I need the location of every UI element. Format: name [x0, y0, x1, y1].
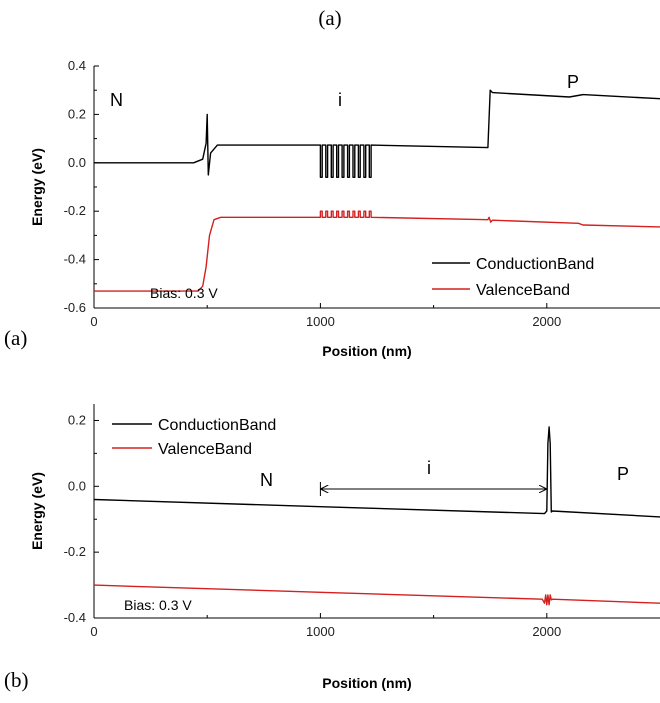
panel-b-x-tick-label: 2000	[532, 624, 561, 639]
panel-a-y-tick-label: 0.2	[68, 106, 86, 121]
panel-a-label: (a)	[4, 326, 28, 350]
panel-a-legend-label: ValenceBand	[476, 282, 570, 299]
panel-b-y-tick-label: 0.0	[68, 478, 86, 493]
panel-a-y-tick-label: 0.0	[68, 155, 86, 170]
panel-b-y-tick-label: 0.2	[68, 412, 86, 427]
panel-a-x-axis-title: Position (nm)	[322, 343, 411, 359]
panel-a-region-i-label: i	[338, 90, 342, 110]
panel-a-x-tick-label: 2000	[532, 314, 561, 329]
panel-b-legend-label: ConductionBand	[158, 417, 276, 434]
panel-b-label: (b)	[4, 668, 29, 692]
panel-b-legend-label: ValenceBand	[158, 441, 252, 458]
panel-a-series-valence-band-line	[94, 210, 660, 292]
panel-b-bias-label: Bias: 0.3 V	[124, 597, 192, 613]
panel-a-y-tick-label: -0.2	[64, 203, 86, 218]
panel-b-y-axis-title: Energy (eV)	[29, 472, 45, 550]
panel-b-region-i-label: i	[427, 458, 431, 478]
panel-a-y-axis-title: Energy (eV)	[29, 148, 45, 226]
panel-a-y-tick-label: -0.4	[64, 252, 86, 267]
figure-caption-top: (a)	[318, 6, 342, 30]
panel-b-x-tick-label: 1000	[306, 624, 335, 639]
panel-a-x-tick-label: 0	[90, 314, 97, 329]
panel-a-region-n-label: N	[110, 90, 123, 110]
panel-b-y-tick-label: -0.2	[64, 544, 86, 559]
panel-a-y-tick-label: -0.6	[64, 300, 86, 315]
panel-a-series-conduction-band-line	[94, 89, 660, 179]
panel-a-region-p-label: P	[567, 72, 579, 92]
panel-b-series-valence-band-line	[93, 584, 660, 606]
panel-a-bias-label: Bias: 0.3 V	[150, 285, 218, 301]
panel-b-x-axis-title: Position (nm)	[322, 675, 411, 691]
panel-a-legend-label: ConductionBand	[476, 256, 594, 273]
panel-a-y-tick-label: 0.4	[68, 58, 86, 73]
panel-b-series-conduction-band-line	[93, 426, 660, 518]
panel-b-region-n-label: N	[260, 470, 273, 490]
panel-b-y-tick-label: -0.4	[64, 610, 86, 625]
panel-b-region-p-label: P	[617, 464, 629, 484]
panel-b-x-tick-label: 0	[90, 624, 97, 639]
panel-a-x-tick-label: 1000	[306, 314, 335, 329]
